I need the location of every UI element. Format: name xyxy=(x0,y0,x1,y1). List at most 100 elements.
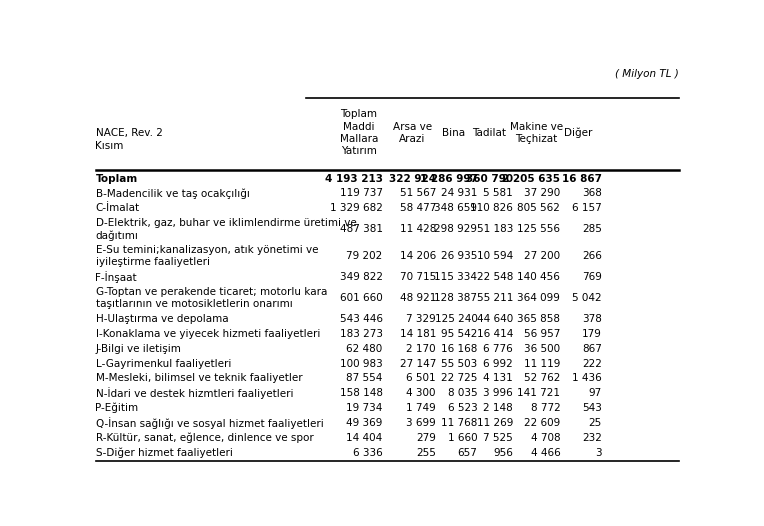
Text: 364 099: 364 099 xyxy=(517,293,560,303)
Text: 1 749: 1 749 xyxy=(406,403,436,413)
Text: 6 501: 6 501 xyxy=(406,373,436,383)
Text: 285: 285 xyxy=(582,224,602,234)
Text: 179: 179 xyxy=(582,329,602,339)
Text: Arsa ve
Arazi: Arsa ve Arazi xyxy=(393,122,432,144)
Text: 51 567: 51 567 xyxy=(400,188,436,198)
Text: 79 202: 79 202 xyxy=(346,251,383,261)
Text: 360 790: 360 790 xyxy=(466,174,513,184)
Text: 55 211: 55 211 xyxy=(477,293,513,303)
Text: 158 148: 158 148 xyxy=(340,388,383,398)
Text: 657: 657 xyxy=(458,448,478,458)
Text: ( Milyon TL ): ( Milyon TL ) xyxy=(615,69,678,79)
Text: 110 826: 110 826 xyxy=(470,203,513,213)
Text: Diğer: Diğer xyxy=(564,127,592,138)
Text: 37 290: 37 290 xyxy=(524,188,560,198)
Text: J-Bilgi ve iletişim: J-Bilgi ve iletişim xyxy=(96,344,181,354)
Text: 27 147: 27 147 xyxy=(400,359,436,369)
Text: 26 935: 26 935 xyxy=(441,251,478,261)
Text: 349 822: 349 822 xyxy=(340,272,383,282)
Text: 6 992: 6 992 xyxy=(483,359,513,369)
Text: 232: 232 xyxy=(582,433,602,443)
Text: 6 336: 6 336 xyxy=(353,448,383,458)
Text: 14 181: 14 181 xyxy=(400,329,436,339)
Text: N-İdari ve destek hizmtleri faaliyetleri: N-İdari ve destek hizmtleri faaliyetleri xyxy=(96,387,293,399)
Text: 3 996: 3 996 xyxy=(483,388,513,398)
Text: 8 772: 8 772 xyxy=(530,403,560,413)
Text: 805 562: 805 562 xyxy=(517,203,560,213)
Text: Toplam: Toplam xyxy=(96,174,138,184)
Text: 25: 25 xyxy=(588,418,602,428)
Text: 4 300: 4 300 xyxy=(406,388,436,398)
Text: 16 867: 16 867 xyxy=(562,174,602,184)
Text: 48 921: 48 921 xyxy=(400,293,436,303)
Text: 222: 222 xyxy=(582,359,602,369)
Text: 140 456: 140 456 xyxy=(517,272,560,282)
Text: C-İmalat: C-İmalat xyxy=(96,203,140,213)
Text: 956: 956 xyxy=(493,448,513,458)
Text: 1 329 682: 1 329 682 xyxy=(330,203,383,213)
Text: R-Kültür, sanat, eğlence, dinlence ve spor: R-Kültür, sanat, eğlence, dinlence ve sp… xyxy=(96,432,313,443)
Text: 51 183: 51 183 xyxy=(477,224,513,234)
Text: 2 205 635: 2 205 635 xyxy=(502,174,560,184)
Text: 125 240: 125 240 xyxy=(435,314,478,324)
Text: 3 699: 3 699 xyxy=(406,418,436,428)
Text: L-Gayrimenkul faaliyetleri: L-Gayrimenkul faaliyetleri xyxy=(96,359,231,369)
Text: 125 556: 125 556 xyxy=(517,224,560,234)
Text: 183 273: 183 273 xyxy=(340,329,383,339)
Text: 36 500: 36 500 xyxy=(524,344,560,354)
Text: 8 035: 8 035 xyxy=(448,388,478,398)
Text: 6 157: 6 157 xyxy=(572,203,602,213)
Text: 4 466: 4 466 xyxy=(530,448,560,458)
Text: 5 581: 5 581 xyxy=(483,188,513,198)
Text: 14 404: 14 404 xyxy=(346,433,383,443)
Text: 4 193 213: 4 193 213 xyxy=(325,174,383,184)
Text: 3: 3 xyxy=(595,448,602,458)
Text: 6 523: 6 523 xyxy=(448,403,478,413)
Text: 543 446: 543 446 xyxy=(340,314,383,324)
Text: 7 329: 7 329 xyxy=(406,314,436,324)
Text: I-Konaklama ve yiyecek hizmeti faaliyetleri: I-Konaklama ve yiyecek hizmeti faaliyetl… xyxy=(96,329,320,339)
Text: 16 168: 16 168 xyxy=(441,344,478,354)
Text: 95 542: 95 542 xyxy=(441,329,478,339)
Text: 6 776: 6 776 xyxy=(483,344,513,354)
Text: 543: 543 xyxy=(582,403,602,413)
Text: 22 548: 22 548 xyxy=(477,272,513,282)
Text: 2 170: 2 170 xyxy=(406,344,436,354)
Text: 19 734: 19 734 xyxy=(346,403,383,413)
Text: 22 609: 22 609 xyxy=(524,418,560,428)
Text: 44 640: 44 640 xyxy=(477,314,513,324)
Text: 27 200: 27 200 xyxy=(524,251,560,261)
Text: 22 725: 22 725 xyxy=(441,373,478,383)
Text: 56 957: 56 957 xyxy=(524,329,560,339)
Text: 11 269: 11 269 xyxy=(477,418,513,428)
Text: 279: 279 xyxy=(416,433,436,443)
Text: 58 477: 58 477 xyxy=(400,203,436,213)
Text: 52 762: 52 762 xyxy=(524,373,560,383)
Text: 119 737: 119 737 xyxy=(340,188,383,198)
Text: P-Eğitim: P-Eğitim xyxy=(96,403,138,413)
Text: 24 931: 24 931 xyxy=(441,188,478,198)
Text: 2 148: 2 148 xyxy=(483,403,513,413)
Text: 49 369: 49 369 xyxy=(346,418,383,428)
Text: 100 983: 100 983 xyxy=(340,359,383,369)
Text: NACE, Rev. 2
Kısım: NACE, Rev. 2 Kısım xyxy=(96,128,163,151)
Text: 4 131: 4 131 xyxy=(483,373,513,383)
Text: 1 436: 1 436 xyxy=(572,373,602,383)
Text: F-İnşaat: F-İnşaat xyxy=(96,271,137,283)
Text: 4 708: 4 708 xyxy=(531,433,560,443)
Text: 16 414: 16 414 xyxy=(477,329,513,339)
Text: 5 042: 5 042 xyxy=(572,293,602,303)
Text: 348 659: 348 659 xyxy=(435,203,478,213)
Text: 141 721: 141 721 xyxy=(517,388,560,398)
Text: D-Elektrik, gaz, buhar ve iklimlendirme üretimi ve
dağıtımı: D-Elektrik, gaz, buhar ve iklimlendirme … xyxy=(96,218,356,241)
Text: 70 715: 70 715 xyxy=(400,272,436,282)
Text: S-Diğer hizmet faaliyetleri: S-Diğer hizmet faaliyetleri xyxy=(96,448,232,458)
Text: 10 594: 10 594 xyxy=(477,251,513,261)
Text: B-Madencilik ve taş ocakçılığı: B-Madencilik ve taş ocakçılığı xyxy=(96,188,249,199)
Text: Tadilat: Tadilat xyxy=(472,128,507,138)
Text: 11 768: 11 768 xyxy=(441,418,478,428)
Text: 1 286 997: 1 286 997 xyxy=(419,174,478,184)
Text: G-Toptan ve perakende ticaret; motorlu kara
taşıtlarının ve motosikletlerin onar: G-Toptan ve perakende ticaret; motorlu k… xyxy=(96,287,327,309)
Text: 55 503: 55 503 xyxy=(441,359,478,369)
Text: 769: 769 xyxy=(582,272,602,282)
